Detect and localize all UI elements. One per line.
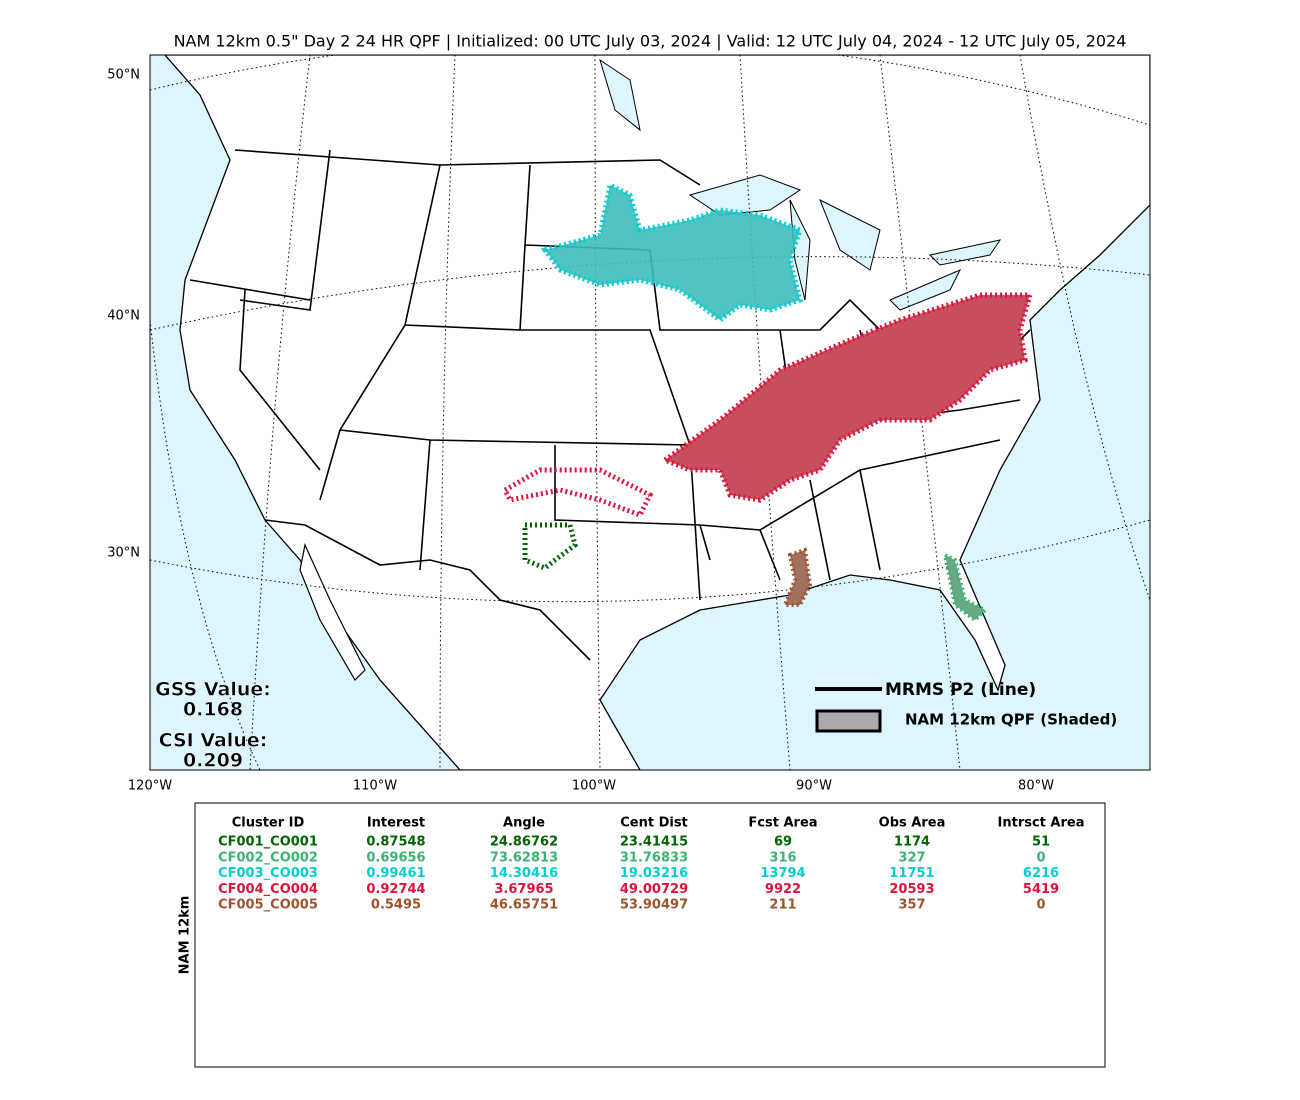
table-cell: 0.69656 bbox=[366, 850, 425, 865]
cluster-red-2 bbox=[501, 467, 654, 519]
table-cell: 20593 bbox=[889, 882, 934, 897]
table-cell: 13794 bbox=[760, 866, 805, 881]
lon-label: 100°W bbox=[572, 779, 616, 794]
scores: GSS Value: 0.168 CSI Value: 0.209 bbox=[155, 678, 271, 772]
lon-label: 110°W bbox=[353, 779, 397, 794]
table-cell: CF001_CO001 bbox=[218, 835, 318, 850]
column-header: Angle bbox=[503, 816, 545, 831]
lat-label: 40°N bbox=[107, 309, 140, 324]
csi-value: 0.209 bbox=[183, 750, 243, 772]
column-header: Interest bbox=[367, 816, 425, 831]
legend-label: MRMS P2 (Line) bbox=[885, 680, 1036, 700]
map-frame bbox=[149, 54, 1151, 771]
title: NAM 12km 0.5" Day 2 24 HR QPF | Initiali… bbox=[174, 32, 1127, 51]
csi-label: CSI Value: bbox=[159, 730, 268, 752]
cluster-red-1 bbox=[659, 292, 1034, 503]
table-cell: 0.92744 bbox=[366, 882, 425, 897]
lakes bbox=[599, 58, 1002, 311]
column-header: Cent Dist bbox=[620, 816, 688, 831]
table-cell: 19.03216 bbox=[620, 866, 688, 881]
table-cell: 0 bbox=[1036, 898, 1045, 913]
table-cell: 49.00729 bbox=[620, 882, 688, 897]
table-cell: 6216 bbox=[1023, 866, 1059, 881]
column-header: Cluster ID bbox=[232, 816, 305, 831]
column-header: Obs Area bbox=[879, 816, 946, 831]
table-cell: 3.67965 bbox=[494, 882, 553, 897]
table-cell: 9922 bbox=[765, 882, 801, 897]
table-cell: 53.90497 bbox=[620, 898, 688, 913]
cluster-seagreen bbox=[942, 551, 989, 623]
table-cell: 0.87548 bbox=[366, 835, 425, 850]
land bbox=[164, 55, 1150, 770]
table-cell: 23.41415 bbox=[620, 835, 688, 850]
legend-swatch bbox=[815, 709, 882, 733]
table-cell: 0 bbox=[1036, 850, 1045, 865]
table: Cluster ID Interest Angle Cent Dist Fcst Are… bbox=[218, 816, 1084, 913]
table-cell: 0.99461 bbox=[366, 866, 425, 881]
table-cell: 211 bbox=[769, 898, 796, 913]
lat-label: 50°N bbox=[107, 68, 140, 83]
lon-label: 120°W bbox=[128, 779, 172, 794]
table-cell: CF003_CO003 bbox=[218, 866, 318, 881]
table-cell: 316 bbox=[769, 850, 796, 865]
gss-value: 0.168 bbox=[183, 699, 243, 721]
table-cell: 5419 bbox=[1023, 882, 1059, 897]
cluster-cyan bbox=[540, 181, 804, 324]
cluster-brown bbox=[782, 547, 813, 607]
table-cell: CF004_CO004 bbox=[218, 882, 318, 897]
table-cell: 327 bbox=[898, 850, 925, 865]
table-frame bbox=[194, 802, 1106, 1068]
table-cell: 46.65751 bbox=[490, 898, 558, 913]
gss-label: GSS Value: bbox=[155, 679, 271, 701]
legend-label: NAM 12km QPF (Shaded) bbox=[905, 711, 1117, 729]
table-cell: 31.76833 bbox=[620, 850, 688, 865]
lat-label: 30°N bbox=[107, 546, 140, 561]
clusters bbox=[501, 181, 1034, 623]
table-cell: 24.86762 bbox=[490, 835, 558, 850]
lon-label: 90°W bbox=[796, 779, 832, 794]
map bbox=[150, 55, 1150, 770]
column-header: Fcst Area bbox=[748, 816, 817, 831]
table-cell: 1174 bbox=[894, 835, 930, 850]
table-cell: 69 bbox=[774, 835, 792, 850]
cluster-green bbox=[522, 522, 578, 571]
table-cell: 11751 bbox=[889, 866, 934, 881]
table-side-label: NAM 12km bbox=[178, 896, 193, 975]
lon-label: 80°W bbox=[1018, 779, 1054, 794]
legend: MRMS P2 (Line) NAM 12km QPF (Shaded) bbox=[815, 680, 1117, 733]
table-cell: 0.5495 bbox=[371, 898, 421, 913]
table-cell: CF002_CO002 bbox=[218, 850, 318, 865]
baja bbox=[299, 543, 366, 681]
table-cell: 14.30416 bbox=[490, 866, 558, 881]
table-cell: 51 bbox=[1032, 835, 1050, 850]
table-cell: 357 bbox=[898, 898, 925, 913]
table-cell: CF005_CO005 bbox=[218, 898, 318, 913]
column-header: Intrsct Area bbox=[998, 816, 1085, 831]
table-cell: 73.62813 bbox=[490, 850, 558, 865]
axis-labels: 50°N 40°N 30°N 120°W 110°W 100°W 90°W 80°W bbox=[107, 68, 1054, 794]
